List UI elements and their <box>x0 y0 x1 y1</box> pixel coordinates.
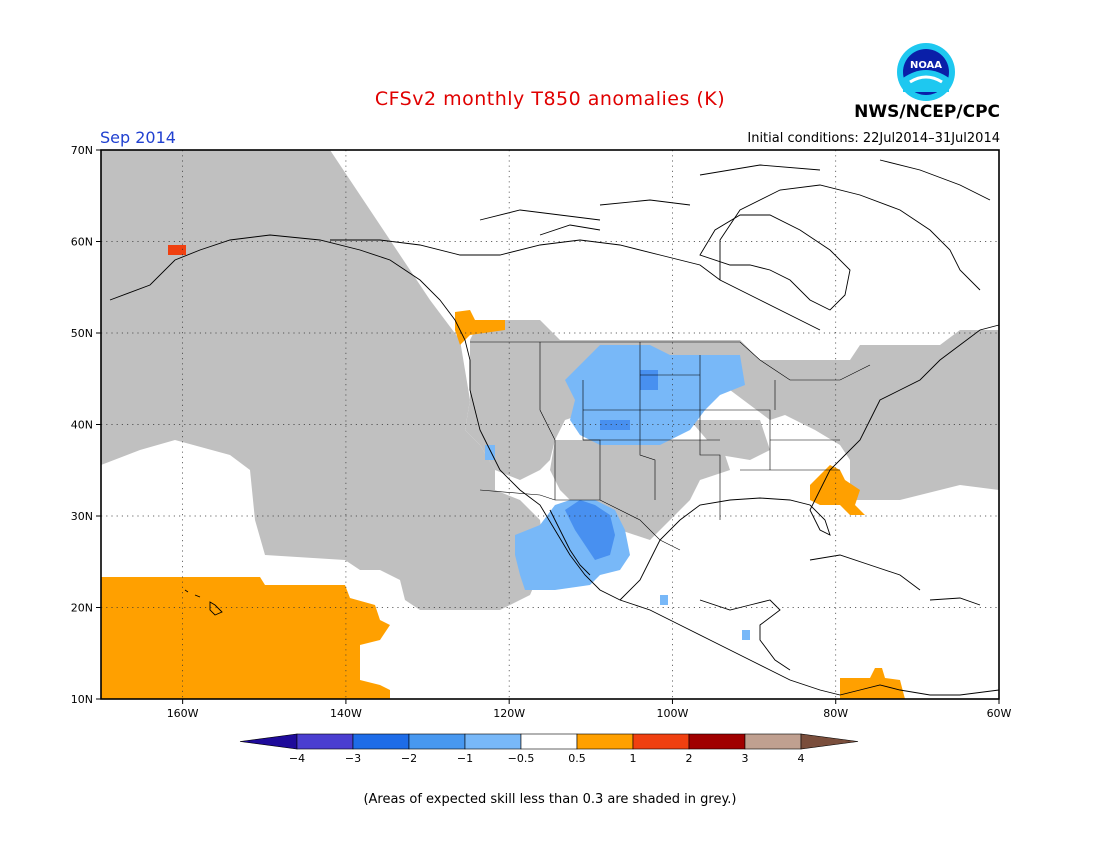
colorbar-segment <box>464 733 522 750</box>
political-borders <box>470 341 871 551</box>
positive-anomaly-shading <box>101 245 905 699</box>
lon-label: 160W <box>167 707 199 720</box>
colorbar-label: 3 <box>742 752 749 765</box>
longitude-labels: 160W 140W 120W 100W 80W 60W <box>167 699 1012 720</box>
agency-label: NWS/NCEP/CPC <box>854 102 1000 122</box>
low-skill-shading <box>101 150 999 610</box>
colorbar-label: 4 <box>798 752 805 765</box>
lat-label: 10N <box>71 693 93 706</box>
colorbar-label: −1 <box>457 752 473 765</box>
noaa-logo-icon: NOAA <box>897 43 955 101</box>
coastlines <box>109 159 1000 696</box>
colorbar-segment <box>408 733 466 750</box>
lon-label: 100W <box>657 707 689 720</box>
lat-label: 50N <box>71 327 93 340</box>
colorbar-label: −0.5 <box>508 752 535 765</box>
colorbar-segment <box>352 733 410 750</box>
colorbar-segment <box>296 733 354 750</box>
lon-label: 60W <box>987 707 1012 720</box>
colorbar-label: −4 <box>289 752 305 765</box>
colorbar-lower-extension <box>239 733 298 750</box>
colorbar-segment <box>632 733 690 750</box>
colorbar-upper-extension <box>800 733 859 750</box>
lon-label: 120W <box>493 707 525 720</box>
colorbar-label: 2 <box>686 752 693 765</box>
lat-label: 40N <box>71 419 93 432</box>
lat-label: 20N <box>71 602 93 615</box>
colorbar-segment <box>688 733 746 750</box>
colorbar: −4 −3 −2 −1 −0.5 0.5 1 2 3 4 <box>239 733 859 765</box>
logo-text: NOAA <box>910 60 942 71</box>
initial-conditions: Initial conditions: 22Jul2014–31Jul2014 <box>747 131 1000 146</box>
latitude-labels: 70N 60N 50N 40N 30N 20N 10N <box>71 144 101 706</box>
lat-label: 70N <box>71 144 93 157</box>
lat-label: 60N <box>71 236 93 249</box>
colorbar-label: −3 <box>345 752 361 765</box>
colorbar-segment <box>744 733 802 750</box>
forecast-month: Sep 2014 <box>100 128 176 147</box>
colorbar-label: −2 <box>401 752 417 765</box>
lon-label: 80W <box>823 707 848 720</box>
lon-label: 140W <box>330 707 362 720</box>
colorbar-segment <box>576 733 634 750</box>
footnote: (Areas of expected skill less than 0.3 a… <box>363 792 737 807</box>
lat-label: 30N <box>71 510 93 523</box>
colorbar-label: 1 <box>630 752 637 765</box>
chart-title: CFSv2 monthly T850 anomalies (K) <box>374 88 726 110</box>
colorbar-label: 0.5 <box>568 752 586 765</box>
colorbar-segment <box>520 733 578 750</box>
